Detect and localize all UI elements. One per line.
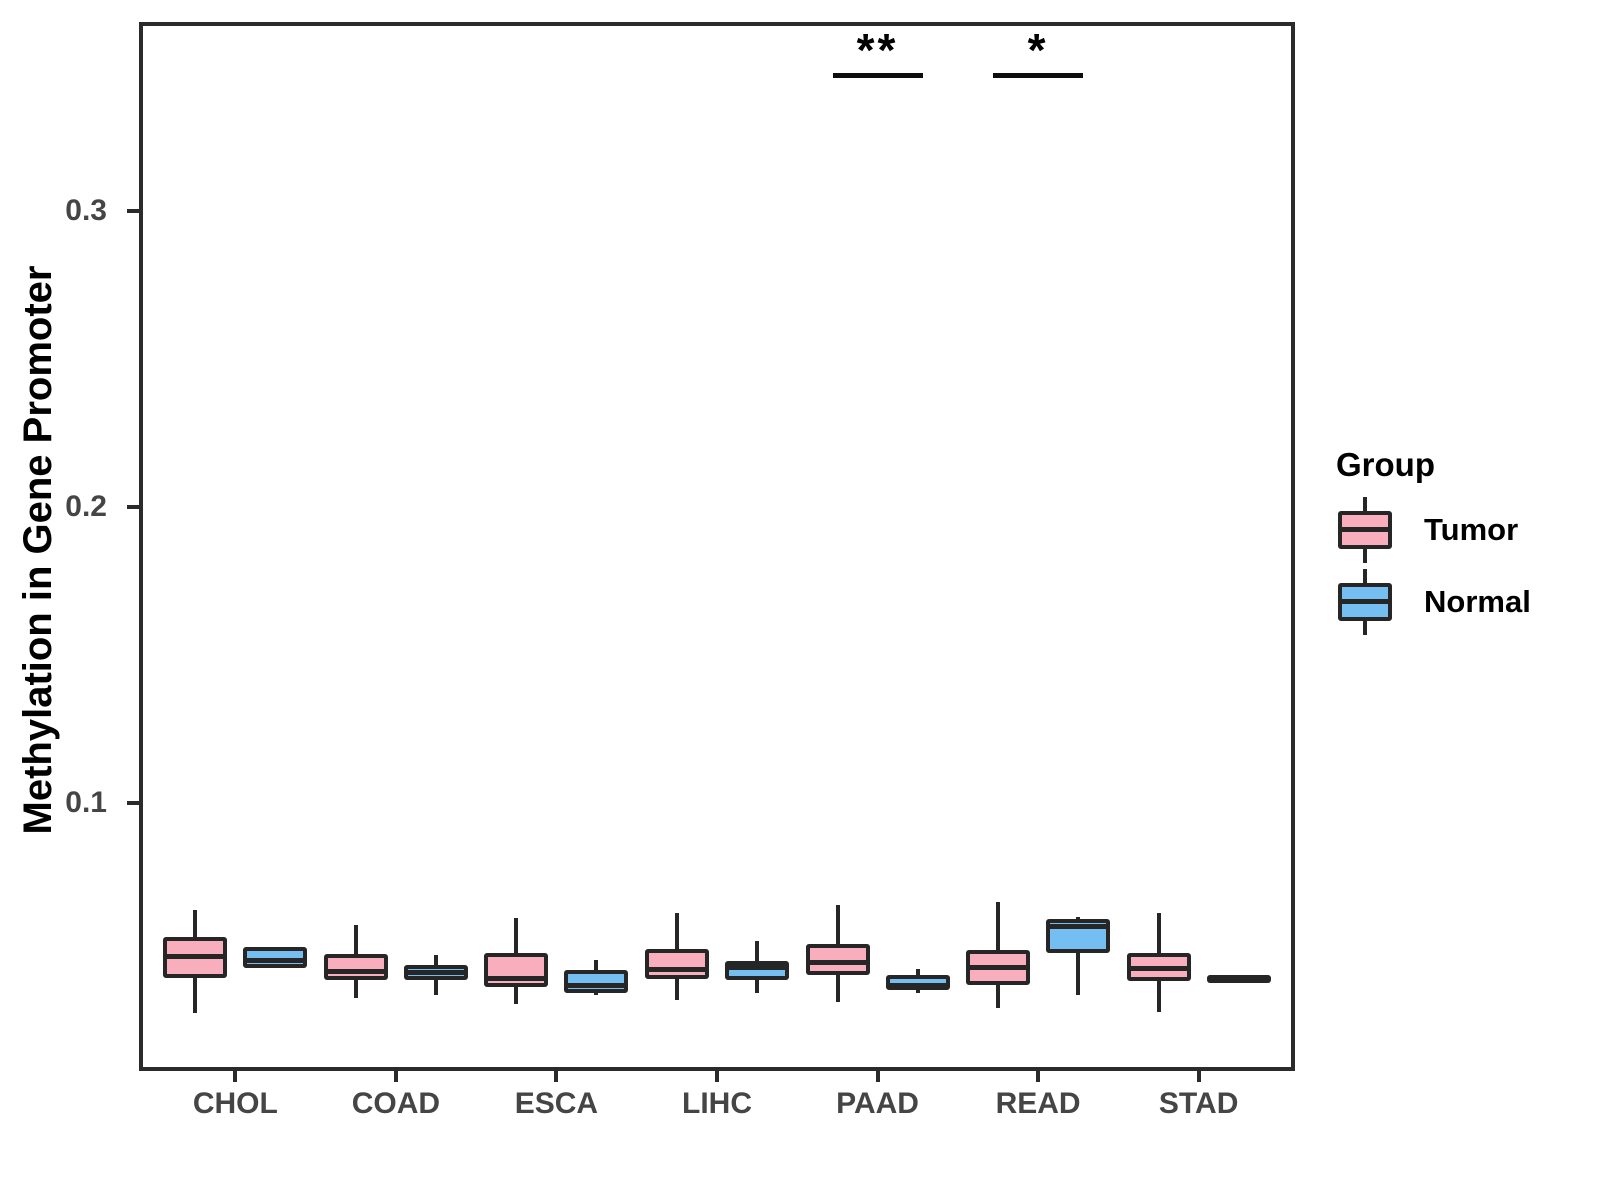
x-tick-mark bbox=[393, 1071, 398, 1082]
median-READ-normal bbox=[1050, 923, 1107, 929]
whisker-READ-normal bbox=[1076, 917, 1081, 996]
median-STAD-normal bbox=[1210, 976, 1267, 982]
x-category-label-chol: CHOL bbox=[192, 1087, 278, 1120]
y-tick-mark bbox=[127, 505, 139, 510]
median-STAD-tumor bbox=[1130, 965, 1187, 971]
median-ESCA-normal bbox=[568, 982, 625, 988]
median-PAAD-normal bbox=[889, 982, 946, 988]
box-ESCA-tumor bbox=[484, 953, 549, 988]
significance-label-paad: ** bbox=[856, 24, 899, 77]
x-category-label-coad: COAD bbox=[351, 1087, 441, 1120]
x-category-label-esca: ESCA bbox=[514, 1087, 599, 1120]
tumor-boxplot-icon bbox=[1332, 495, 1398, 565]
x-category-label-lihc: LIHC bbox=[682, 1087, 752, 1120]
legend-item-normal: Normal bbox=[1332, 566, 1531, 638]
box-CHOL-normal bbox=[243, 947, 308, 968]
median-LIHC-tumor bbox=[649, 966, 705, 972]
y-tick-label: 0.2 bbox=[65, 490, 107, 524]
x-category-label-read: READ bbox=[995, 1087, 1081, 1120]
x-tick-mark bbox=[554, 1071, 559, 1082]
median-LIHC-normal bbox=[729, 964, 785, 970]
median-ESCA-tumor bbox=[488, 975, 545, 981]
x-category-label-paad: PAAD bbox=[836, 1087, 919, 1120]
x-tick-mark bbox=[875, 1071, 880, 1082]
x-tick-mark bbox=[715, 1071, 719, 1082]
median-PAAD-tumor bbox=[809, 959, 866, 965]
plot-panel bbox=[139, 22, 1295, 1071]
y-axis-title: Methylation in Gene Promoter bbox=[16, 265, 60, 835]
y-tick-label: 0.1 bbox=[65, 786, 107, 820]
legend: Group Tumor Normal bbox=[1332, 446, 1531, 638]
y-tick-mark bbox=[127, 801, 139, 806]
median-READ-tumor bbox=[970, 964, 1027, 970]
legend-title: Group bbox=[1336, 446, 1435, 483]
median-COAD-normal bbox=[407, 970, 464, 976]
legend-label-normal: Normal bbox=[1424, 584, 1531, 619]
significance-line-paad bbox=[832, 73, 923, 79]
legend-label-tumor: Tumor bbox=[1424, 512, 1519, 547]
significance-label-read: * bbox=[1027, 24, 1049, 77]
x-tick-mark bbox=[1196, 1071, 1201, 1082]
tumor-swatch bbox=[1338, 511, 1392, 549]
x-tick-mark bbox=[233, 1071, 238, 1082]
box-CHOL-tumor bbox=[163, 937, 228, 979]
x-tick-mark bbox=[1036, 1071, 1041, 1082]
median-CHOL-tumor bbox=[167, 953, 224, 959]
box-LIHC-tumor bbox=[645, 949, 709, 980]
box-ESCA-normal bbox=[564, 970, 629, 994]
x-category-label-stad: STAD bbox=[1158, 1087, 1239, 1120]
normal-boxplot-icon bbox=[1332, 567, 1398, 637]
box-COAD-tumor bbox=[323, 954, 388, 981]
y-tick-label: 0.3 bbox=[65, 194, 107, 228]
significance-line-read bbox=[993, 73, 1084, 79]
legend-item-tumor: Tumor bbox=[1332, 494, 1531, 566]
median-COAD-tumor bbox=[327, 968, 384, 974]
median-CHOL-normal bbox=[247, 957, 304, 963]
box-PAAD-tumor bbox=[805, 944, 870, 976]
y-tick-mark bbox=[127, 209, 139, 214]
